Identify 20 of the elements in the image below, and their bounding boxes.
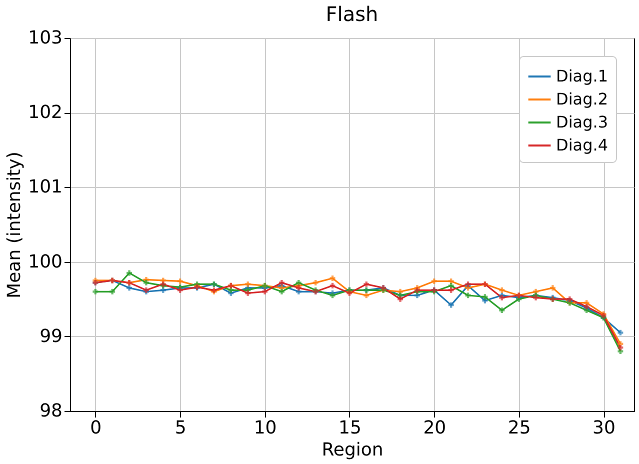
y-tick-label: 103 xyxy=(28,28,62,48)
y-tick-label: 100 xyxy=(28,251,62,272)
x-tick-label: 25 xyxy=(508,418,531,438)
legend-label: Diag.2 xyxy=(556,90,608,108)
x-axis-title: Region xyxy=(322,440,384,460)
y-tick-label: 101 xyxy=(28,176,62,198)
chart-title: Flash xyxy=(326,2,378,26)
legend-label: Diag.4 xyxy=(556,136,608,154)
x-tick-label: 0 xyxy=(90,418,102,438)
y-tick-label: 102 xyxy=(28,102,62,124)
x-tick-label: 15 xyxy=(338,418,362,438)
y-axis-title: Mean (intensity) xyxy=(4,152,26,298)
x-tick-label: 30 xyxy=(592,418,616,438)
y-tick-label: 98 xyxy=(40,400,62,422)
x-tick-label: 10 xyxy=(254,418,277,438)
legend-label: Diag.1 xyxy=(556,66,608,86)
legend-label: Diag.3 xyxy=(556,112,608,132)
y-tick-label: 99 xyxy=(40,326,62,347)
x-tick-label: 5 xyxy=(174,418,186,438)
x-tick-label: 20 xyxy=(423,418,446,438)
